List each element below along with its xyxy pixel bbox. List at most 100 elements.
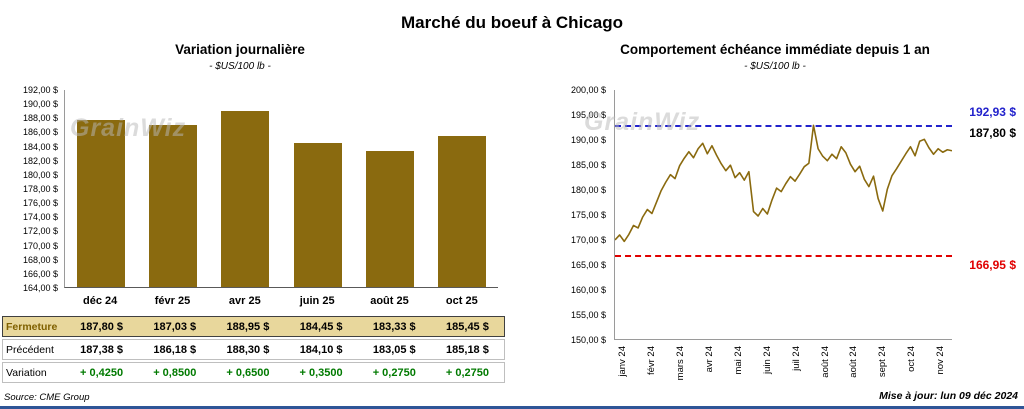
bar-slot xyxy=(354,90,426,287)
line-ytick-label: 155,00 $ xyxy=(570,310,606,320)
bar-x-label: oct 25 xyxy=(445,295,478,307)
bar-ytick-label: 172,00 $ xyxy=(22,226,58,237)
line-x-label: oct 24 xyxy=(906,346,918,372)
price-line-chart xyxy=(615,90,952,339)
row-label: Précédent xyxy=(6,343,54,356)
bar-slot xyxy=(282,90,354,287)
line-x-axis: janv 24 févr 24 mars 24 avr 24 mai 24 juin 24… xyxy=(614,344,952,396)
last-price-label: 187,80 $ xyxy=(969,126,1016,140)
line-ytick-label: 150,00 $ xyxy=(570,335,606,345)
line-x-label: mai 24 xyxy=(732,346,744,375)
table-cell: 184,45 $ xyxy=(299,320,343,333)
table-cell: 188,95 $ xyxy=(226,320,270,333)
bar-chart-title: Variation journalière xyxy=(175,42,305,57)
table-row-variation: Variation + 0,4250 + 0,8500 + 0,6500 + 0,350… xyxy=(2,362,505,383)
table-cell: + 0,8500 xyxy=(153,366,197,379)
table-cell: 185,18 $ xyxy=(446,343,489,356)
bar-chart-subtitle: - $US/100 lb - xyxy=(209,61,271,72)
table-cell: 183,33 $ xyxy=(372,320,416,333)
bar-plot-bars xyxy=(65,90,498,287)
table-cell: 187,80 $ xyxy=(80,320,123,333)
line-chart-title: Comportement échéance immédiate depuis 1… xyxy=(620,42,930,57)
line-x-label: mars 24 xyxy=(675,346,687,381)
bar-plot xyxy=(64,90,498,288)
line-ytick-label: 200,00 $ xyxy=(570,85,606,95)
bar-slot xyxy=(426,90,498,287)
table-row-fermeture: Fermeture 187,80 $ 187,03 $ 188,95 $ 184,45 … xyxy=(2,316,505,337)
bar-y-axis: 192,00 $ 190,00 $ 188,00 $ 186,00 $ 184,00 $… xyxy=(0,85,62,293)
line-y-axis: 200,00 $ 195,00 $ 190,00 $ 185,00 $ 180,00 $… xyxy=(548,85,610,345)
bar-x-label: févr 25 xyxy=(154,295,191,307)
bar-ytick-label: 188,00 $ xyxy=(22,113,58,124)
low-price-label: 166,95 $ xyxy=(969,258,1016,272)
table-cell: + 0,2750 xyxy=(445,366,489,379)
bar-x-label: déc 24 xyxy=(83,295,118,307)
line-x-label: sept 24 xyxy=(877,346,889,378)
bar-ytick-label: 168,00 $ xyxy=(22,254,58,265)
table-cell: + 0,2750 xyxy=(372,366,416,379)
bar-ytick-label: 174,00 $ xyxy=(22,212,58,223)
bar-ytick-label: 180,00 $ xyxy=(22,169,58,180)
bar-ytick-label: 184,00 $ xyxy=(22,141,58,152)
table-cell: 187,38 $ xyxy=(80,343,123,356)
bar-x-label: juin 25 xyxy=(299,295,335,307)
bar xyxy=(293,143,342,287)
line-x-label: févr 24 xyxy=(646,346,658,376)
line-x-label: nov 24 xyxy=(935,346,947,375)
table-cell: 188,30 $ xyxy=(226,343,270,356)
line-x-label: août 24 xyxy=(819,346,831,378)
line-x-label: janv 24 xyxy=(617,346,629,377)
price-line xyxy=(615,125,952,241)
update-note: Mise à jour: lun 09 déc 2024 xyxy=(879,390,1018,402)
bar xyxy=(77,119,126,287)
low-dashed-line xyxy=(615,254,952,257)
page-title: Marché du boeuf à Chicago xyxy=(401,13,623,32)
bar xyxy=(221,111,270,287)
bar-ytick-label: 186,00 $ xyxy=(22,127,58,138)
bar-ytick-label: 190,00 $ xyxy=(22,99,58,110)
table-cell: 183,05 $ xyxy=(372,343,416,356)
table-cell: + 0,4250 xyxy=(80,366,124,379)
line-ytick-label: 180,00 $ xyxy=(570,185,606,195)
bar-ytick-label: 176,00 $ xyxy=(22,198,58,209)
line-ytick-label: 195,00 $ xyxy=(570,110,606,120)
bar-x-label: août 25 xyxy=(370,295,409,307)
line-ytick-label: 190,00 $ xyxy=(570,135,606,145)
bottom-accent-bar xyxy=(0,406,1024,409)
line-x-label: juil 24 xyxy=(790,346,802,371)
table-cell: 185,45 $ xyxy=(446,320,489,333)
high-price-label: 192,93 $ xyxy=(969,105,1016,119)
line-ytick-label: 165,00 $ xyxy=(570,260,606,270)
line-chart-subtitle: - $US/100 lb - xyxy=(744,61,806,72)
table-cell: 187,03 $ xyxy=(153,320,197,333)
line-ytick-label: 185,00 $ xyxy=(570,160,606,170)
line-ytick-label: 170,00 $ xyxy=(570,235,606,245)
bar-ytick-label: 170,00 $ xyxy=(22,240,58,251)
bar-slot xyxy=(65,90,137,287)
bar xyxy=(149,124,198,287)
bar-ytick-label: 166,00 $ xyxy=(22,268,58,279)
bar-ytick-label: 182,00 $ xyxy=(22,155,58,166)
bar xyxy=(365,151,414,287)
line-x-label: juin 24 xyxy=(761,346,773,374)
summary-table: Fermeture 187,80 $ 187,03 $ 188,95 $ 184,45 … xyxy=(2,316,505,385)
line-x-label: avr 24 xyxy=(704,346,716,373)
table-cell: 186,18 $ xyxy=(153,343,197,356)
bar-ytick-label: 164,00 $ xyxy=(22,283,58,293)
source-note: Source: CME Group xyxy=(4,392,90,403)
line-ytick-label: 175,00 $ xyxy=(570,210,606,220)
bar-slot xyxy=(137,90,209,287)
line-x-label: août 24 xyxy=(848,346,860,378)
bar-ytick-label: 178,00 $ xyxy=(22,184,58,194)
bar-slot xyxy=(209,90,281,287)
table-cell: + 0,6500 xyxy=(226,366,270,379)
row-label: Variation xyxy=(6,366,47,379)
bar-ytick-label: 192,00 $ xyxy=(22,85,58,95)
line-plot xyxy=(614,90,952,340)
table-cell: + 0,3500 xyxy=(299,366,343,379)
bar-x-label: avr 25 xyxy=(228,295,261,307)
bar-x-axis: déc 24 févr 25 avr 25 juin 25 août 25 oct 25 xyxy=(64,295,498,307)
line-ytick-label: 160,00 $ xyxy=(570,285,606,295)
row-label: Fermeture xyxy=(6,320,58,333)
